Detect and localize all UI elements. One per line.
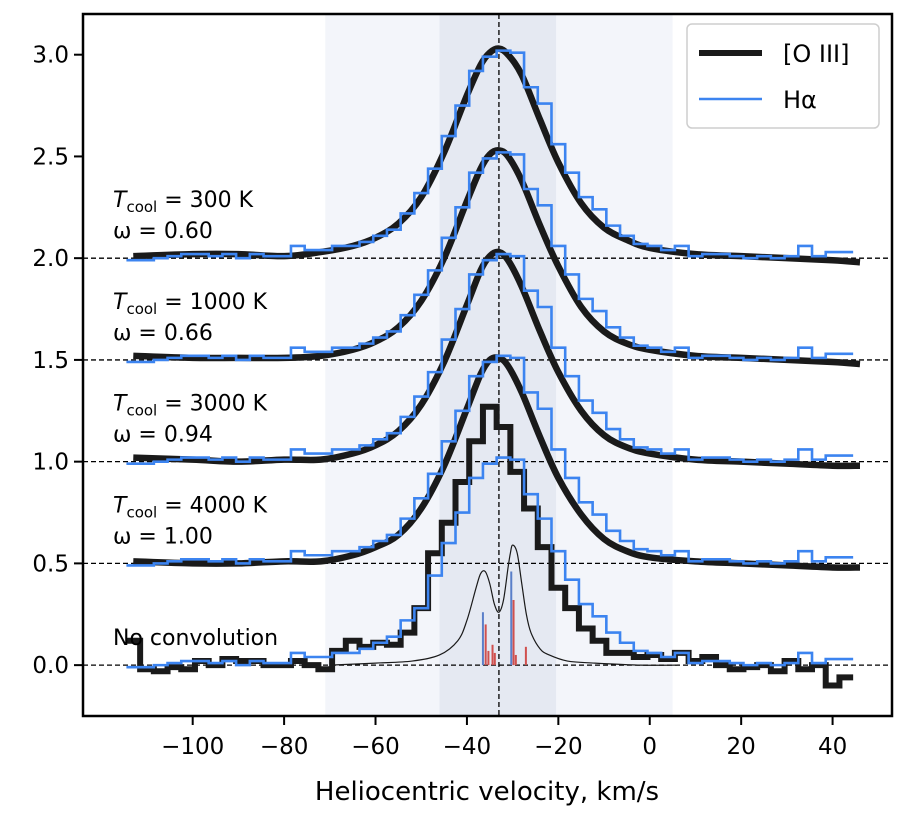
series-h-t-300k: [126, 49, 854, 262]
annotation-t-subscript: cool: [126, 198, 157, 216]
plot-frame: [81, 12, 894, 718]
annotations: Tcool = 300 K ω = 0.60 Tcool = 1000 K ω = 0…: [113, 188, 278, 651]
y-tick-label-5: 2.5: [32, 144, 69, 170]
annotation-t-subscript: cool: [126, 503, 157, 521]
annotation-omega-1: ω = 0.66: [113, 321, 213, 346]
x-axis-title: Heliocentric velocity, km/s: [315, 777, 659, 807]
annotation-t-value: = 4000 K: [157, 493, 267, 518]
annotation-omega-0: ω = 0.60: [113, 219, 213, 244]
y-tick-label-6: 3.0: [32, 43, 69, 69]
x-tick-label-5: 0: [642, 734, 657, 760]
legend-label-1: Hα: [783, 86, 817, 114]
series--o-iii-t-1000k: [133, 147, 861, 368]
series--o-iii-t-3000k: [133, 248, 861, 470]
y-tick-label-4: 2.0: [32, 246, 69, 272]
series-h-t-3000k: [126, 252, 854, 465]
annotation-temp-3: Tcool = 4000 K: [113, 493, 268, 521]
annotation-t-value: = 3000 K: [157, 392, 267, 417]
y-tick-label-0: 0.0: [32, 653, 69, 679]
x-tick-label-3: −40: [443, 734, 492, 760]
x-tick-label-0: −100: [161, 734, 224, 760]
annotation-no-convolution: No convolution: [113, 626, 278, 651]
annotation-t-symbol: T: [113, 392, 128, 417]
axis-ticks: −100 −80 −60 −40 −20 0 20 40 0.0 0.5 1.0 1.5 2.0 2.5 3…: [32, 43, 847, 760]
annotation-t-subscript: cool: [126, 402, 157, 420]
y-tick-label-1: 0.5: [32, 551, 69, 577]
annotation-temp-1: Tcool = 1000 K: [113, 290, 268, 318]
x-tick-label-7: 40: [818, 734, 847, 760]
series-h-t-1000k: [126, 151, 854, 364]
annotation-temp-2: Tcool = 3000 K: [113, 392, 268, 420]
annotation-omega-3: ω = 1.00: [113, 524, 213, 549]
series-h-no-convolution: [126, 456, 854, 669]
annotation-t-subscript: cool: [126, 300, 157, 318]
annotation-t-value: = 300 K: [157, 188, 253, 213]
y-tick-label-2: 1.0: [32, 450, 69, 476]
annotation-t-value: = 1000 K: [157, 290, 267, 315]
x-tick-label-6: 20: [727, 734, 756, 760]
x-tick-label-2: −60: [351, 734, 400, 760]
series-h-t-4000k: [126, 354, 854, 567]
annotation-t-symbol: T: [113, 493, 128, 518]
annotation-omega-2: ω = 0.94: [113, 423, 213, 448]
series-intrinsic-double-peak-profile: [329, 544, 678, 666]
legend-label-0: [O III]: [783, 40, 849, 68]
annotation-t-symbol: T: [113, 290, 128, 315]
legend: [O III] Hα: [686, 23, 880, 129]
x-tick-label-4: −20: [534, 734, 583, 760]
series-layer: [126, 45, 861, 689]
x-tick-label-1: −80: [260, 734, 309, 760]
band-1: [439, 14, 557, 716]
annotation-t-symbol: T: [113, 188, 128, 213]
annotation-temp-0: Tcool = 300 K: [113, 188, 254, 216]
y-tick-label-3: 1.5: [32, 348, 69, 374]
series--o-iii-t-4000k: [133, 354, 861, 571]
